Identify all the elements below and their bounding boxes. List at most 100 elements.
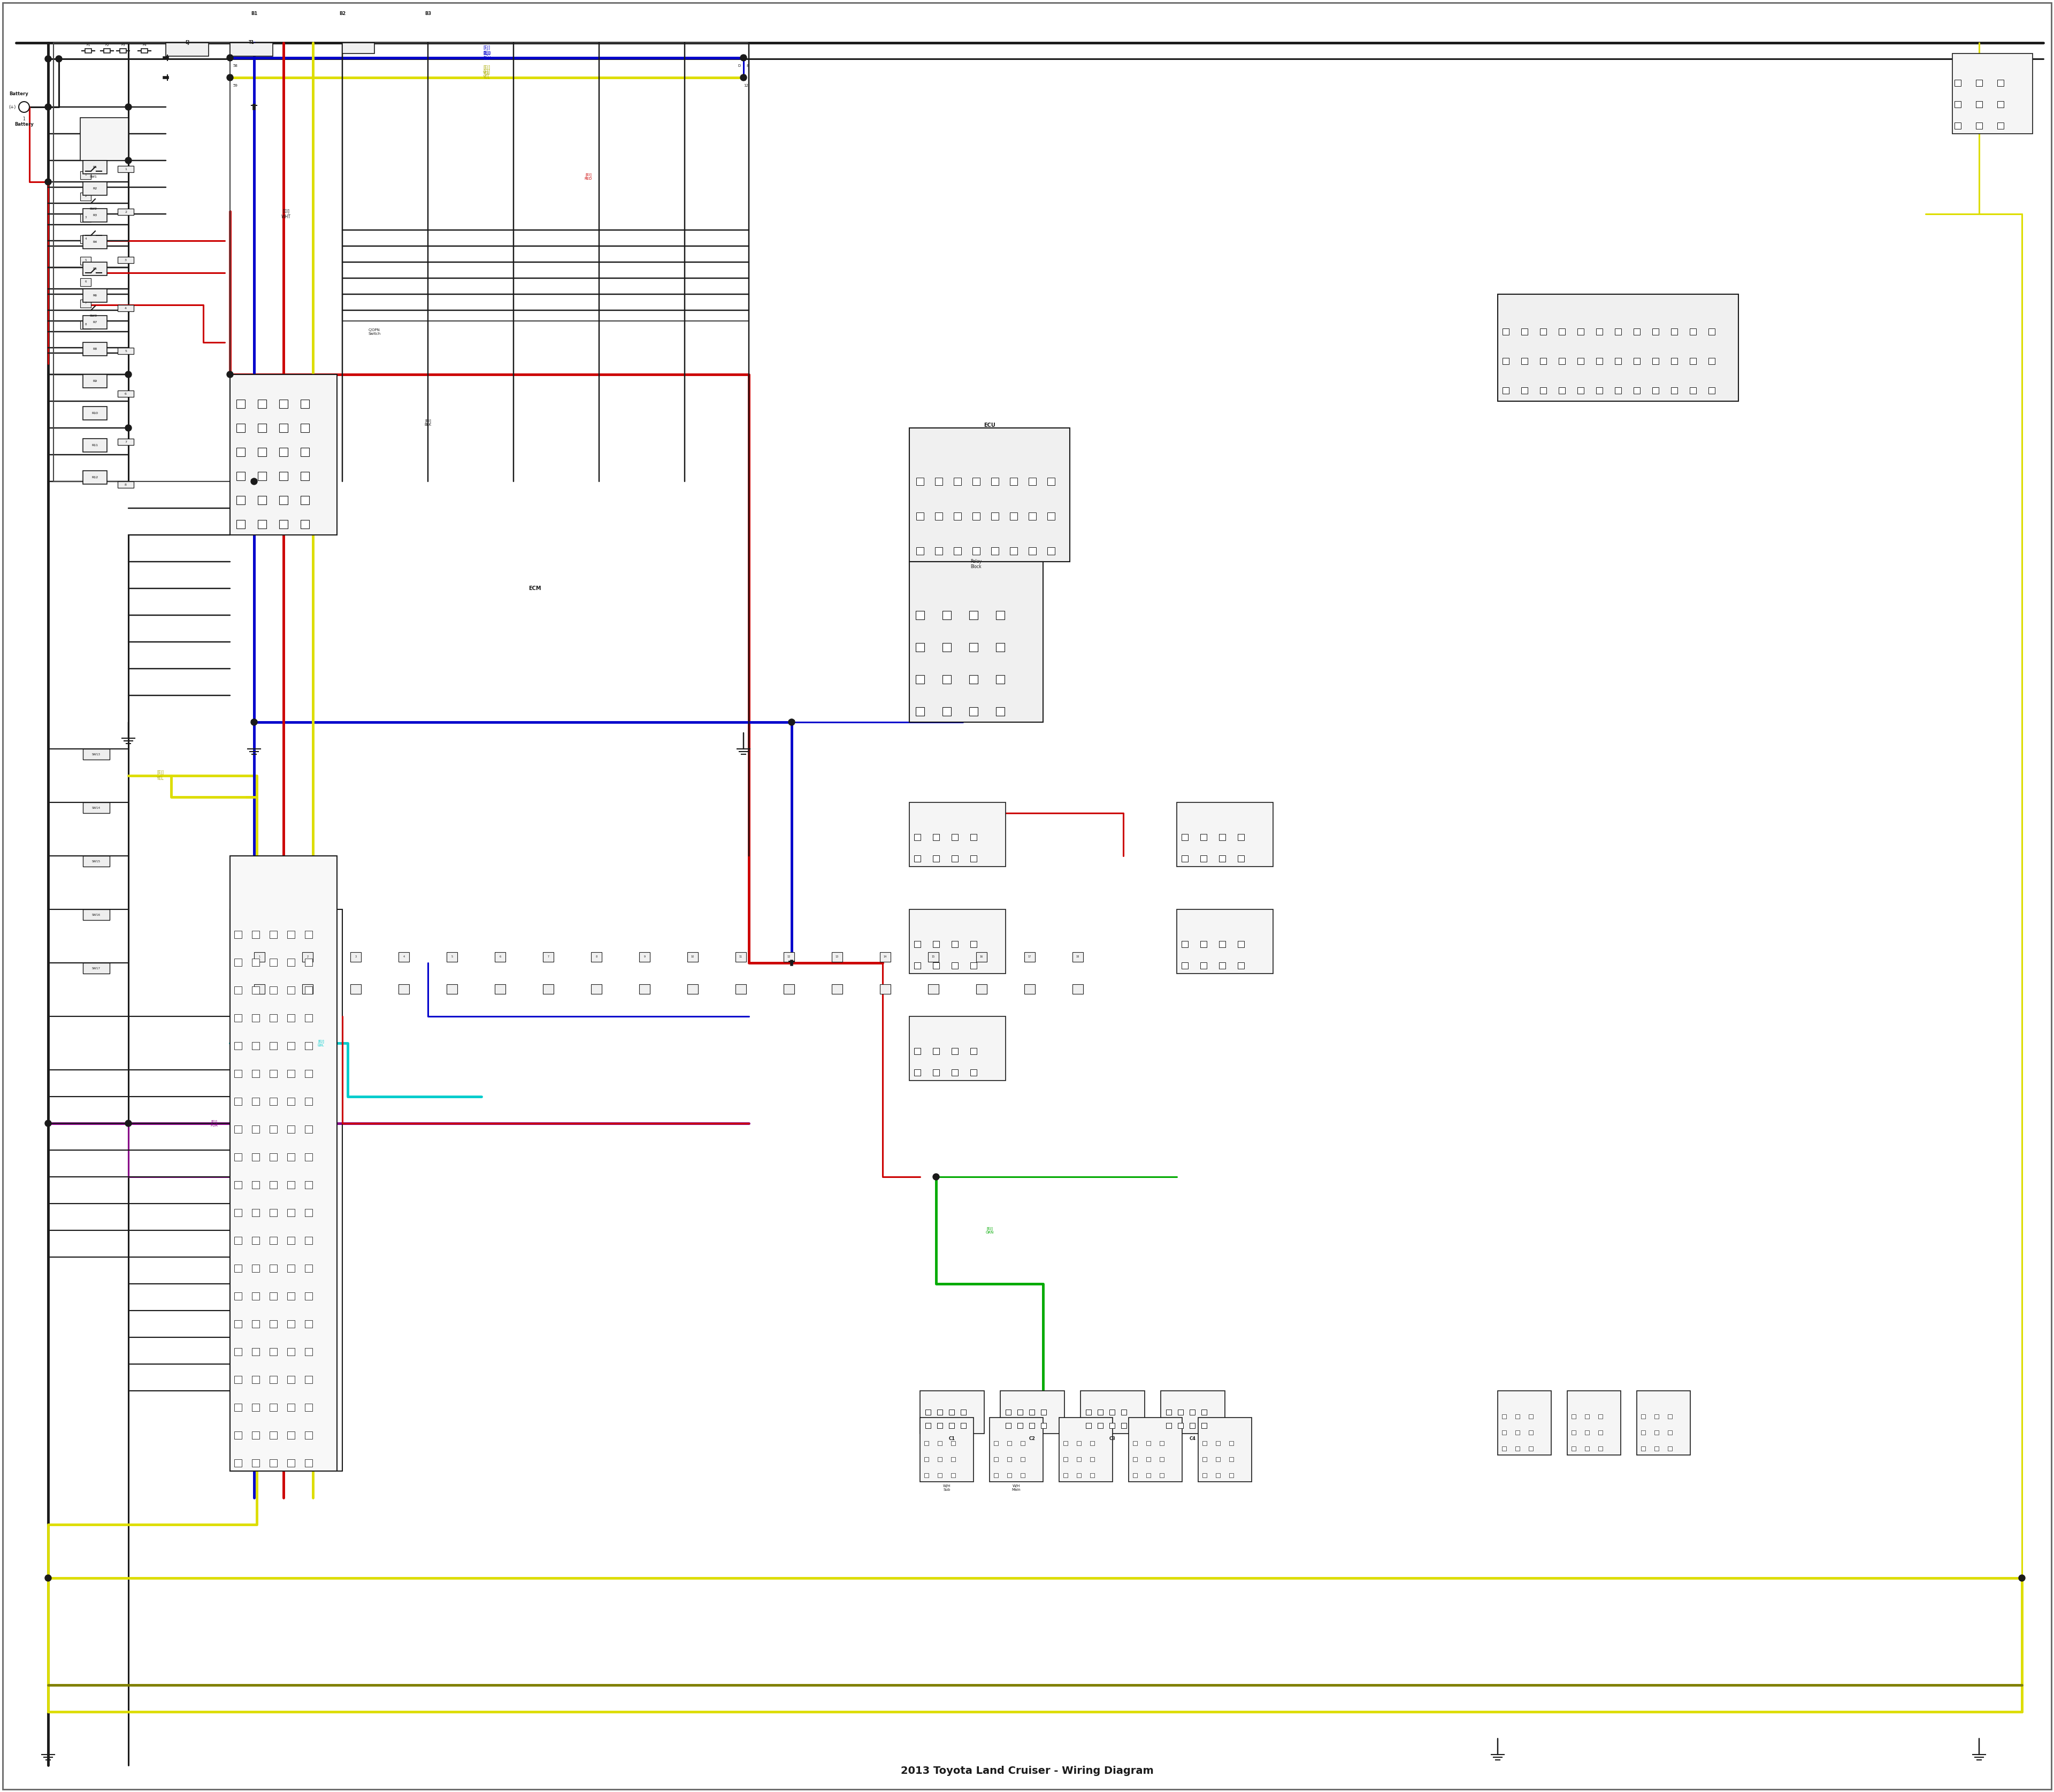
- Circle shape: [45, 1575, 51, 1581]
- Bar: [117, 256, 134, 263]
- Bar: [996, 643, 1004, 652]
- Bar: [542, 984, 555, 995]
- Bar: [916, 513, 924, 520]
- Circle shape: [18, 102, 29, 113]
- Bar: [1571, 1430, 1575, 1435]
- Bar: [304, 930, 312, 939]
- Bar: [1571, 1414, 1575, 1419]
- Bar: [1522, 387, 1528, 394]
- Bar: [80, 172, 90, 179]
- Bar: [1641, 1446, 1645, 1452]
- Bar: [279, 448, 288, 457]
- Bar: [1076, 1441, 1080, 1446]
- Bar: [1516, 1414, 1520, 1419]
- Bar: [84, 48, 92, 54]
- Bar: [288, 1210, 294, 1217]
- Bar: [1976, 122, 1982, 129]
- Bar: [1228, 1473, 1234, 1477]
- Bar: [304, 1403, 312, 1410]
- Bar: [949, 1423, 955, 1428]
- Bar: [269, 986, 277, 995]
- Bar: [969, 962, 978, 969]
- Text: SW16: SW16: [92, 914, 101, 916]
- Bar: [230, 375, 337, 536]
- Bar: [1577, 387, 1584, 394]
- Bar: [1072, 984, 1082, 995]
- Bar: [1637, 1391, 1690, 1455]
- Bar: [914, 1048, 920, 1054]
- Bar: [1668, 1414, 1672, 1419]
- Bar: [230, 43, 273, 56]
- Bar: [82, 208, 107, 222]
- Bar: [117, 482, 134, 487]
- Text: B3: B3: [425, 11, 431, 16]
- Bar: [1181, 855, 1187, 862]
- Bar: [351, 952, 362, 962]
- Bar: [259, 520, 267, 529]
- Bar: [300, 400, 310, 409]
- Bar: [1202, 1473, 1208, 1477]
- Bar: [1641, 1430, 1645, 1435]
- Bar: [259, 448, 267, 457]
- Bar: [933, 1048, 939, 1054]
- Bar: [495, 984, 505, 995]
- Bar: [269, 1459, 277, 1468]
- Text: R2: R2: [92, 186, 97, 190]
- Bar: [639, 952, 649, 962]
- Bar: [879, 952, 891, 962]
- Text: 7: 7: [125, 441, 127, 443]
- Bar: [253, 1376, 259, 1383]
- Circle shape: [739, 73, 748, 81]
- Text: 8: 8: [746, 65, 748, 68]
- Text: B1: B1: [251, 11, 257, 16]
- Bar: [234, 1265, 242, 1272]
- Bar: [82, 471, 107, 484]
- Bar: [82, 962, 109, 973]
- Text: R3: R3: [92, 213, 97, 217]
- Text: [EJ]
YEL: [EJ] YEL: [156, 771, 164, 781]
- Bar: [937, 1410, 943, 1416]
- Bar: [832, 952, 842, 962]
- Bar: [304, 1154, 312, 1161]
- Text: 12: 12: [744, 84, 748, 88]
- Bar: [279, 423, 288, 432]
- Bar: [1228, 1457, 1234, 1462]
- Bar: [82, 909, 109, 919]
- Bar: [236, 400, 244, 409]
- Bar: [234, 930, 242, 939]
- Bar: [269, 1292, 277, 1299]
- Bar: [1177, 803, 1273, 867]
- Text: 4: 4: [125, 306, 127, 310]
- Bar: [53, 43, 230, 482]
- Bar: [269, 1070, 277, 1077]
- Bar: [1598, 1414, 1602, 1419]
- Bar: [300, 496, 310, 504]
- Bar: [269, 930, 277, 939]
- Text: 3: 3: [125, 258, 127, 262]
- Bar: [253, 1014, 259, 1021]
- Bar: [1540, 328, 1547, 335]
- Bar: [1653, 1414, 1660, 1419]
- Bar: [926, 1410, 930, 1416]
- Bar: [1029, 547, 1035, 556]
- Bar: [1528, 1446, 1532, 1452]
- Bar: [82, 235, 107, 249]
- Bar: [1672, 328, 1678, 335]
- Bar: [926, 1423, 930, 1428]
- Text: Battery: Battery: [8, 91, 29, 97]
- Bar: [234, 986, 242, 995]
- Circle shape: [125, 371, 131, 378]
- Text: R9: R9: [92, 380, 97, 382]
- Bar: [735, 984, 746, 995]
- Text: 59: 59: [232, 84, 238, 88]
- Bar: [1653, 1430, 1660, 1435]
- Bar: [1072, 952, 1082, 962]
- Text: 17: 17: [1027, 955, 1031, 959]
- Circle shape: [226, 54, 234, 61]
- Bar: [1528, 1430, 1532, 1435]
- Bar: [82, 375, 107, 387]
- Bar: [259, 471, 267, 480]
- Bar: [1228, 1441, 1234, 1446]
- Text: R12: R12: [92, 477, 99, 478]
- Text: C/OPN
Switch: C/OPN Switch: [368, 328, 380, 335]
